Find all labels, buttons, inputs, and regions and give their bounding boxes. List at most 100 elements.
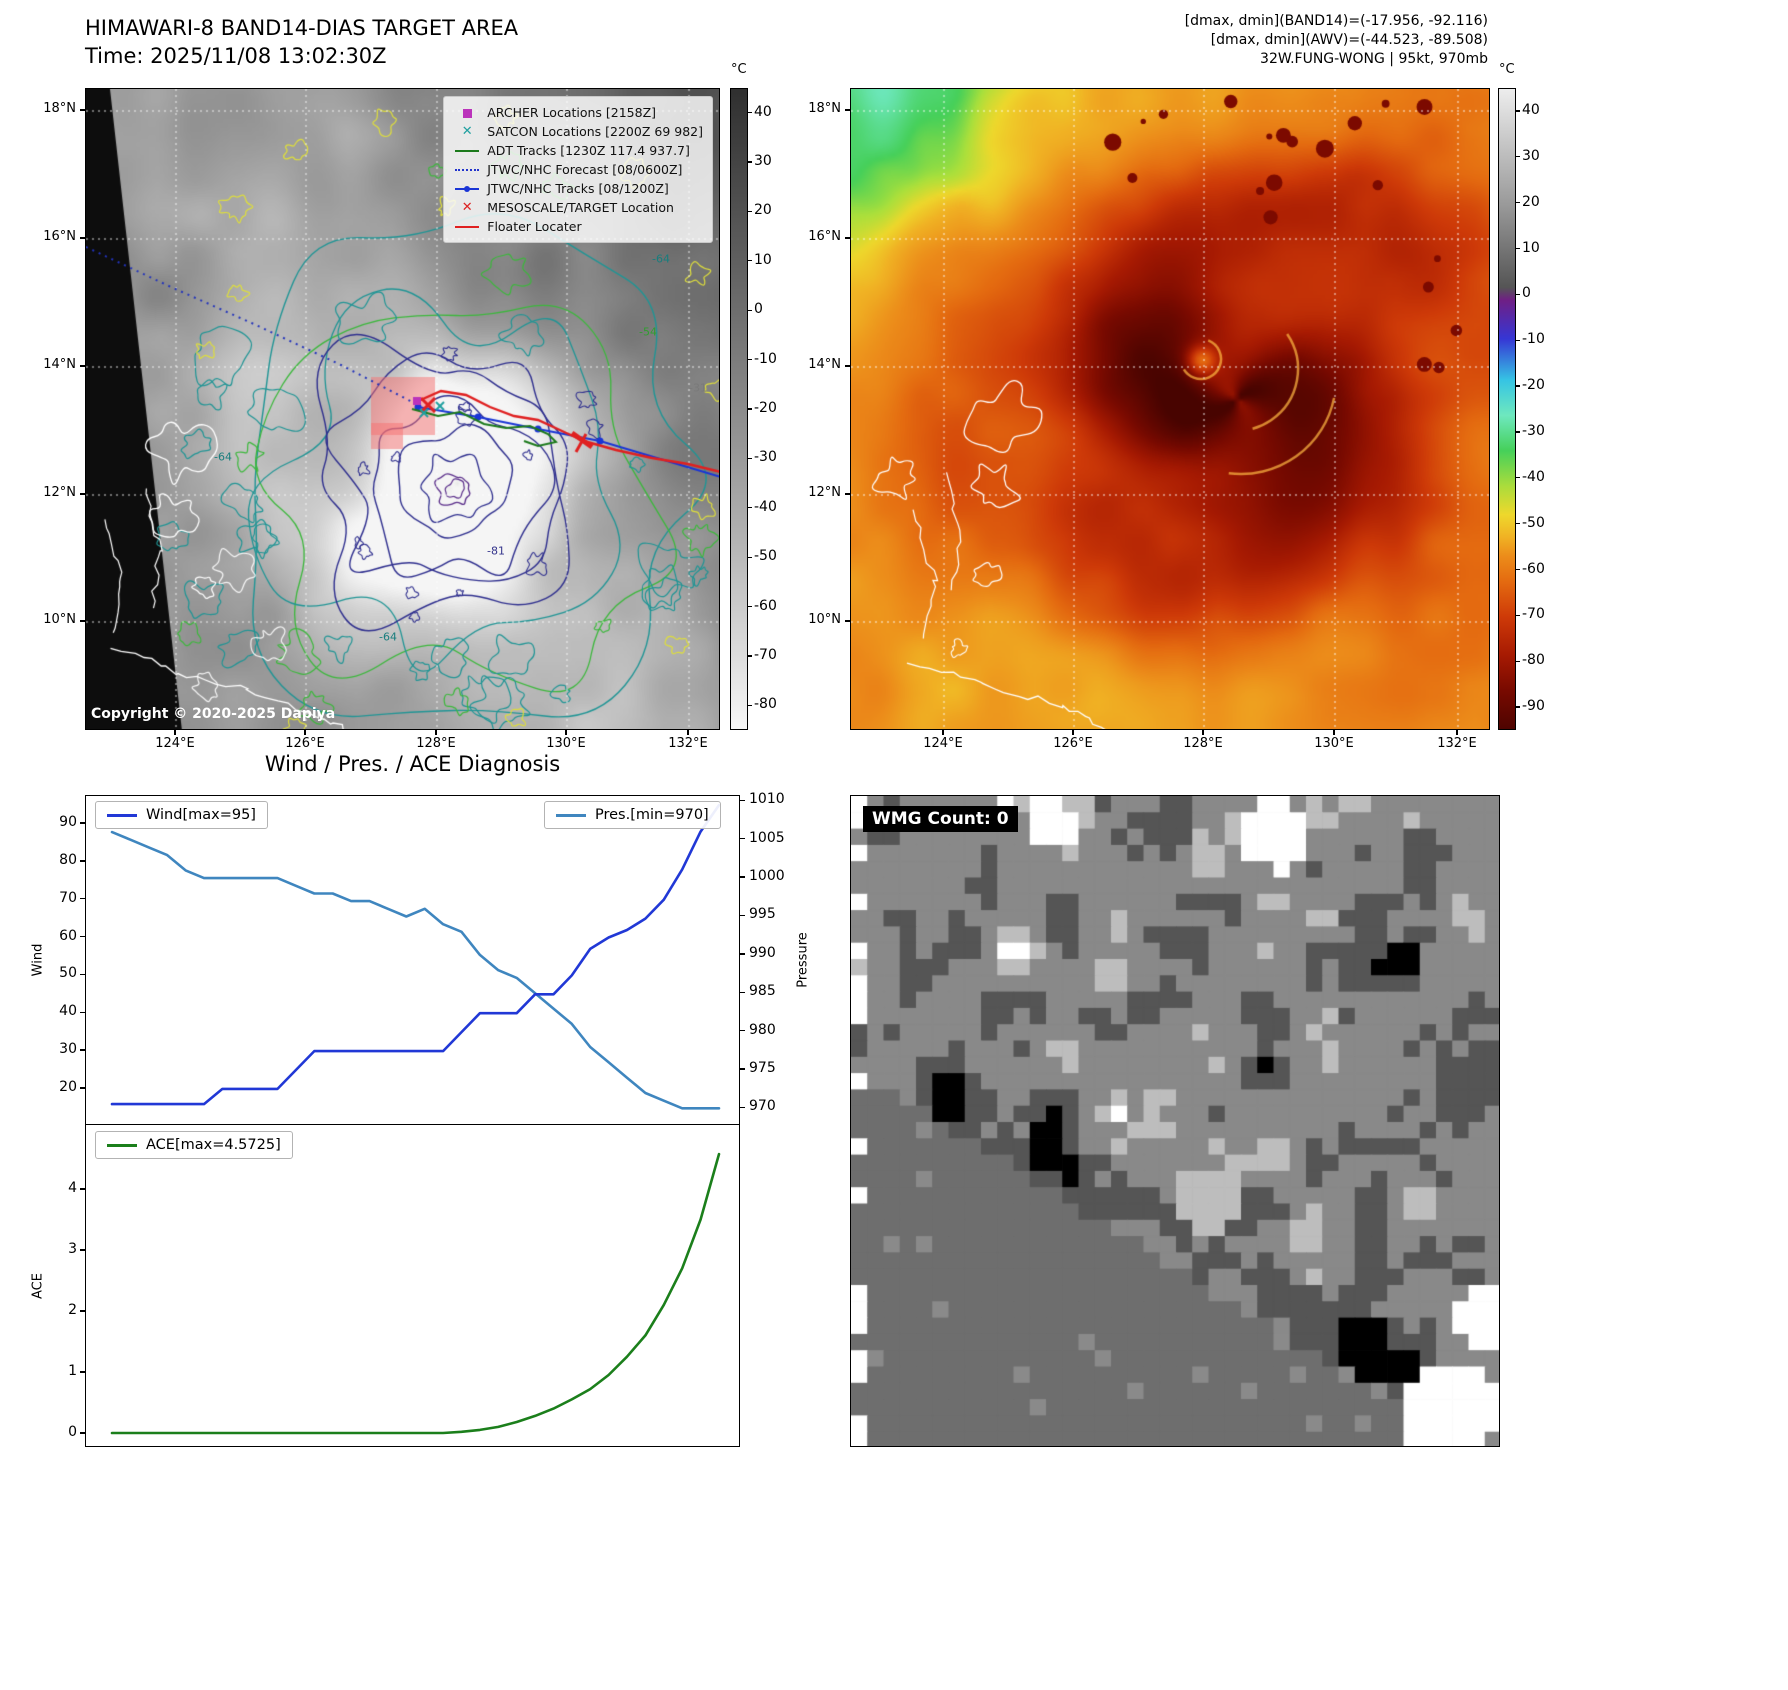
colorbar-tick-label: 10 [754, 251, 772, 268]
colorbar-tick-mark [748, 161, 752, 163]
lat-tick-mark [80, 365, 85, 367]
colorbar-tick-label: 30 [754, 153, 772, 170]
axis-tick-label: 970 [749, 1098, 776, 1115]
lon-tick-label: 132°E [668, 736, 708, 751]
lat-tick-mark [845, 237, 850, 239]
colorbar-tick-label: 0 [754, 301, 763, 318]
colorbar-tick-mark [748, 704, 752, 706]
lat-tick-mark [80, 620, 85, 622]
legend-item: ARCHER Locations [2158Z] [453, 103, 703, 122]
ace-legend-label: ACE[max=4.5725] [146, 1137, 281, 1153]
lon-tick-label: 128°E [416, 736, 456, 751]
axis-tick-label: 985 [749, 983, 776, 1000]
axis-tick-label: 50 [59, 965, 77, 982]
colorbar-tick-label: 40 [754, 103, 772, 120]
series-line [110, 1152, 721, 1435]
pres-legend-line-icon [556, 813, 586, 817]
axis-tick-mark [80, 1049, 85, 1051]
contour-label: -81 [487, 544, 505, 558]
axis-tick-label: 60 [59, 927, 77, 944]
colorbar-tick-label: -10 [754, 350, 777, 367]
legend-item: ADT Tracks [1230Z 117.4 937.7] [453, 141, 703, 160]
colorbar-tick-mark [748, 210, 752, 213]
ace-legend-line-icon [107, 1143, 137, 1147]
lon-tick-label: 126°E [285, 736, 325, 751]
axis-tick-mark [80, 1310, 85, 1312]
lat-tick-mark [845, 365, 850, 367]
axis-tick-label: 995 [749, 906, 776, 923]
legend-item-label: SATCON Locations [2200Z 69 982] [487, 124, 703, 139]
axis-tick-mark [740, 991, 745, 993]
lon-tick-mark [1333, 730, 1335, 735]
colorbar-tick-label: -60 [754, 597, 777, 614]
axis-tick-label: 70 [59, 889, 77, 906]
colorbar1-unit-label: °C [731, 62, 747, 77]
colorbar-tick-label: -70 [754, 646, 777, 663]
colorbar-tick-mark [748, 507, 752, 509]
axis-tick-mark [740, 1106, 745, 1109]
axis-tick-mark [740, 838, 745, 840]
colorbar-tick-label: -90 [1522, 698, 1545, 715]
legend-item-label: JTWC/NHC Forecast [08/0600Z] [487, 162, 683, 177]
axis-tick-mark [80, 935, 85, 938]
colorbar-tick-mark [748, 112, 752, 114]
wmg-count-label: WMG Count: 0 [863, 806, 1018, 832]
colorbar-tick-label: -30 [1522, 422, 1545, 439]
lon-tick-mark [1202, 730, 1204, 735]
lat-tick-mark [80, 493, 85, 495]
colorbar-tick-label: 30 [1522, 147, 1540, 164]
axis-tick-label: 1010 [749, 791, 785, 808]
legend-marker-line-icon [453, 222, 481, 232]
band14-satellite-map: ARCHER Locations [2158Z] ✕ SATCON Location… [85, 88, 720, 730]
lon-tick-label: 124°E [155, 736, 195, 751]
colorbar-tick-label: 10 [1522, 239, 1540, 256]
legend-marker-dotted-line-icon [453, 165, 481, 175]
colorbar-tick-mark [1516, 431, 1520, 433]
legend-marker-line-icon [453, 146, 481, 156]
colorbar-tick-label: -50 [1522, 514, 1545, 531]
colorbar-tick-mark [1516, 660, 1520, 662]
axis-tick-label: 1005 [749, 829, 785, 846]
colorbar-tick-mark [748, 408, 752, 410]
colorbar-tick-label: -20 [754, 400, 777, 416]
axis-tick-label: 20 [59, 1078, 77, 1095]
lon-tick-mark [174, 730, 176, 735]
colorbar-tick-label: -70 [1522, 606, 1545, 623]
lat-tick-label: 16°N [43, 229, 76, 244]
axis-tick-mark [80, 897, 85, 900]
lon-tick-mark [304, 730, 306, 735]
ace-axis-label: ACE [30, 1273, 46, 1299]
legend-marker-x-icon: ✕ [461, 199, 473, 215]
legend-item-label: ARCHER Locations [2158Z] [487, 105, 657, 120]
panel2-header-line3: 32W.FUNG-WONG | 95kt, 970mb [1260, 51, 1488, 67]
contour-label: -64 [379, 630, 397, 644]
colorbar-tick-mark [1516, 706, 1520, 708]
lon-tick-label: 124°E [923, 736, 963, 751]
colorbar-tick-mark [1516, 293, 1520, 295]
axis-tick-mark [80, 822, 85, 824]
colorbar-tick-label: -80 [1522, 652, 1545, 669]
axis-tick-label: 980 [749, 1021, 776, 1038]
pres-legend: Pres.[min=970] [544, 801, 721, 829]
lon-tick-label: 130°E [1314, 736, 1354, 751]
axis-tick-label: 2 [68, 1302, 77, 1318]
axis-tick-mark [740, 953, 745, 955]
legend-marker-square-icon [453, 108, 481, 118]
ace-legend: ACE[max=4.5725] [95, 1131, 293, 1159]
map-legend: ARCHER Locations [2158Z] ✕ SATCON Location… [443, 96, 713, 243]
legend-marker-line-marker-icon [453, 184, 481, 194]
colorbar-tick-label: -60 [1522, 560, 1545, 577]
series-line [110, 803, 721, 1106]
lat-tick-label: 12°N [43, 485, 76, 500]
axis-tick-mark [80, 1087, 85, 1089]
lat-tick-label: 10°N [808, 612, 841, 627]
lat-tick-mark [845, 109, 850, 111]
pressure-axis-label: Pressure [795, 932, 811, 988]
colorbar-tick-label: 0 [1522, 285, 1531, 302]
lon-tick-label: 128°E [1183, 736, 1223, 751]
axis-tick-label: 4 [68, 1180, 77, 1197]
colorbar-tick-label: 20 [1522, 193, 1540, 210]
lat-tick-mark [845, 620, 850, 622]
colorbar-tick-mark [1516, 568, 1520, 571]
